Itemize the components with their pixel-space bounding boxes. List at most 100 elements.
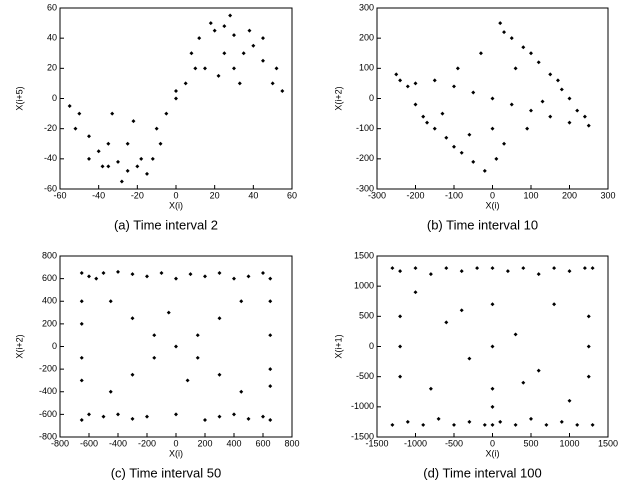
point <box>525 126 530 131</box>
point <box>241 51 246 56</box>
point <box>100 164 105 169</box>
point <box>166 310 171 315</box>
point <box>398 314 403 319</box>
x-tick-label: 500 <box>523 438 538 448</box>
point <box>145 171 149 176</box>
point <box>548 72 553 77</box>
point <box>261 58 265 63</box>
point <box>475 266 480 271</box>
y-tick-label: -40 <box>44 153 57 163</box>
y-tick-label: -500 <box>356 371 374 381</box>
point <box>590 266 595 271</box>
point <box>217 372 222 377</box>
y-tick-label: 200 <box>359 33 374 43</box>
y-tick-label: -20 <box>44 123 57 133</box>
x-tick-label: -300 <box>368 190 386 200</box>
point <box>174 412 178 417</box>
point <box>203 418 207 423</box>
y-tick-label: 100 <box>359 63 374 73</box>
point <box>197 36 202 41</box>
point <box>444 266 449 271</box>
point <box>452 84 456 89</box>
point <box>67 104 72 109</box>
point <box>502 141 507 146</box>
point <box>590 422 595 427</box>
point <box>73 126 78 131</box>
x-tick-label: -800 <box>51 438 69 448</box>
point <box>405 84 410 89</box>
y-tick-label: 20 <box>47 63 57 73</box>
point <box>116 269 120 274</box>
point <box>509 102 514 107</box>
point <box>552 302 557 307</box>
point <box>559 419 564 424</box>
point <box>87 134 91 139</box>
point <box>586 374 591 379</box>
point <box>490 96 495 101</box>
point <box>536 272 541 277</box>
point <box>536 60 541 65</box>
point <box>444 135 449 140</box>
y-tick-label: 1500 <box>354 250 374 260</box>
point <box>87 412 91 417</box>
y-tick-label: -1000 <box>351 401 374 411</box>
point <box>79 378 84 383</box>
point <box>513 66 518 71</box>
x-tick-label: -60 <box>53 190 66 200</box>
point <box>232 66 236 71</box>
point <box>164 111 169 116</box>
point <box>193 66 198 71</box>
x-tick-label: 40 <box>248 190 258 200</box>
x-tick-label: 0 <box>173 438 178 448</box>
point <box>490 422 495 427</box>
point <box>125 141 130 146</box>
point <box>398 344 403 349</box>
point <box>421 114 426 119</box>
x-axis-label: X(i) <box>486 448 500 458</box>
point <box>421 422 426 427</box>
point <box>567 269 572 274</box>
point <box>106 141 111 146</box>
point <box>188 272 193 277</box>
point <box>482 168 487 173</box>
point <box>101 270 106 275</box>
point <box>203 274 207 279</box>
point <box>490 266 495 271</box>
point <box>145 414 149 419</box>
point <box>582 266 587 271</box>
point <box>432 78 437 83</box>
y-tick-label: 500 <box>359 311 374 321</box>
point <box>158 141 163 146</box>
x-tick-label: -100 <box>445 190 463 200</box>
x-tick-label: 600 <box>255 438 270 448</box>
y-tick-label: -800 <box>39 431 57 441</box>
x-tick-label: 20 <box>210 190 220 200</box>
x-tick-label: -40 <box>92 190 105 200</box>
x-tick-label: 0 <box>490 190 495 200</box>
point <box>174 88 178 93</box>
point <box>536 368 541 373</box>
point <box>79 299 84 304</box>
x-tick-label: 60 <box>287 190 297 200</box>
point <box>452 144 456 149</box>
point <box>110 111 115 116</box>
point <box>444 320 449 325</box>
y-tick-label: 0 <box>369 341 374 351</box>
point <box>217 414 222 419</box>
point <box>106 164 111 169</box>
point <box>586 123 591 128</box>
x-tick-label: 1500 <box>598 438 618 448</box>
point <box>529 108 533 113</box>
point <box>459 269 464 274</box>
point <box>246 274 251 279</box>
point <box>471 159 476 164</box>
y-tick-label: 300 <box>359 2 374 12</box>
point <box>413 81 418 86</box>
point <box>471 90 476 95</box>
point <box>189 51 194 56</box>
point <box>261 414 265 419</box>
point <box>268 367 273 372</box>
point <box>212 28 217 33</box>
point <box>478 51 483 56</box>
point <box>183 81 188 86</box>
